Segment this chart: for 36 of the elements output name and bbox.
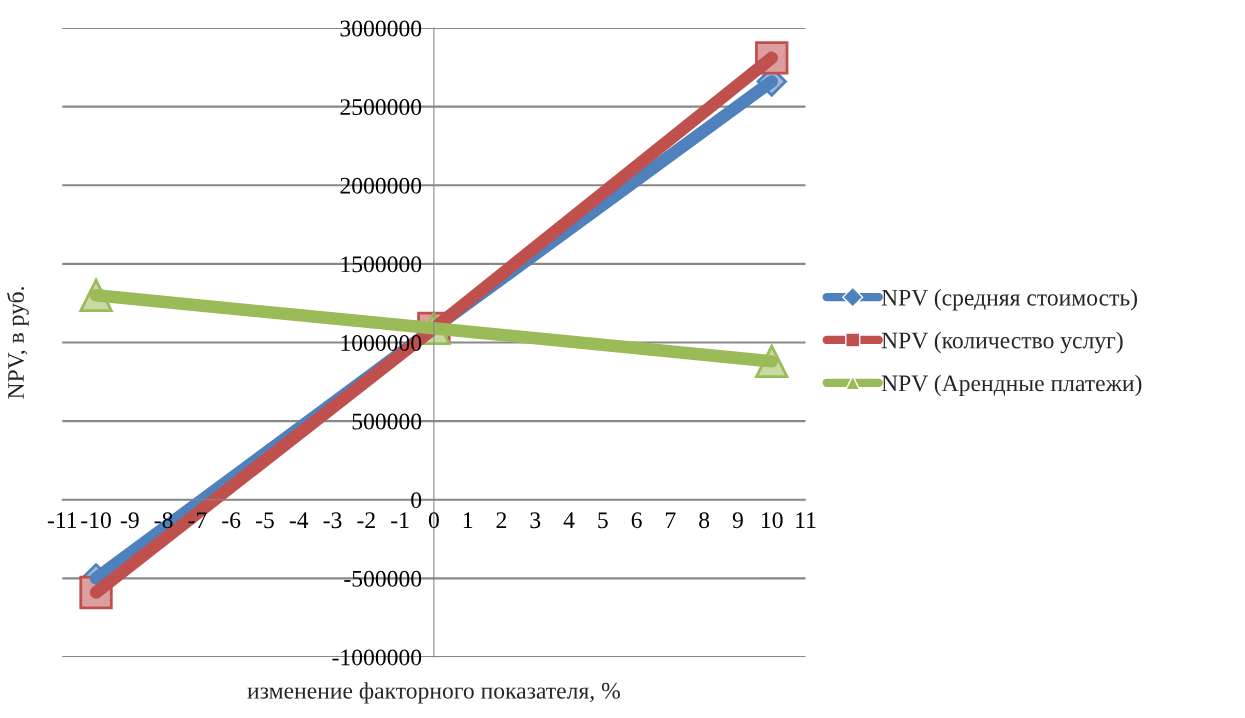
y-axis-title: NPV, в руб.: [6, 287, 29, 399]
x-tick-label: 8: [699, 512, 710, 529]
x-tick-label: 2: [496, 512, 507, 528]
x-tick-label: 4: [563, 512, 575, 528]
x-tick-label: 7: [666, 512, 676, 528]
x-tick-label: -7: [188, 512, 207, 528]
x-axis-title: изменение факторного показателя, %: [247, 682, 620, 704]
legend-label: NPV (количество услуг): [881, 331, 1123, 354]
x-tick-label: 1: [463, 512, 473, 528]
y-tick-label: 3000000: [340, 20, 422, 37]
x-tick-label: -2: [357, 512, 375, 528]
x-tick-label: -3: [323, 512, 342, 529]
x-tick-label: 0: [428, 512, 439, 529]
x-tick-label: -10: [81, 512, 111, 529]
x-tick-label: -4: [289, 512, 309, 528]
y-tick-label: 500000: [352, 413, 422, 430]
y-tick-label: -1000000: [332, 649, 422, 666]
x-tick-label: -1: [391, 512, 409, 528]
x-tick-label: 5: [598, 512, 608, 529]
x-tick-label: -8: [154, 512, 173, 529]
legend-label: NPV (средняя стоимость): [881, 289, 1138, 311]
legend-label: NPV (Арендные платежи): [881, 374, 1142, 397]
x-tick-label: 3: [530, 512, 541, 529]
x-tick-label: 9: [732, 512, 743, 529]
y-tick-label: -500000: [344, 570, 422, 587]
x-tick-label: 11: [796, 512, 816, 528]
x-tick-label: -5: [256, 512, 274, 529]
y-tick-label: 0: [411, 492, 422, 509]
y-tick-label: 2500000: [340, 99, 422, 116]
x-tick-label: -6: [222, 512, 241, 529]
x-tick-label: 10: [762, 512, 783, 529]
x-tick-label: -9: [120, 512, 139, 529]
x-tick-label: 6: [631, 512, 642, 529]
x-tick-label: -11: [47, 512, 77, 528]
y-tick-label: 2000000: [340, 177, 422, 194]
y-tick-label: 1500000: [341, 256, 422, 273]
